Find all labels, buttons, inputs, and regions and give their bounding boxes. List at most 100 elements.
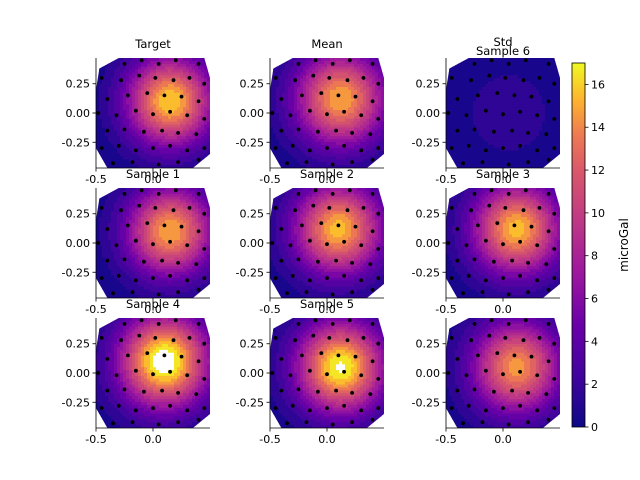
- heat-cell: [330, 69, 334, 73]
- heat-cell: [174, 69, 178, 73]
- heat-cell: [285, 147, 289, 152]
- heat-cell: [488, 66, 492, 70]
- heat-cell: [348, 98, 352, 102]
- heat-cell: [345, 75, 349, 79]
- heat-cell: [186, 130, 190, 134]
- heat-cell: [201, 95, 205, 99]
- heat-cell: [204, 115, 208, 120]
- heat-cell: [479, 84, 483, 88]
- heat-cell: [297, 81, 301, 85]
- heat-cell: [476, 156, 480, 160]
- heat-cell: [369, 127, 373, 131]
- heat-cell: [123, 78, 127, 82]
- heat-cell: [536, 136, 540, 140]
- heat-cell: [144, 159, 148, 163]
- heat-cell: [105, 110, 109, 114]
- heat-cell: [117, 133, 121, 137]
- heat-cell: [102, 190, 106, 195]
- station-point: [446, 111, 451, 115]
- heat-cell: [123, 202, 127, 206]
- station-point: [196, 157, 201, 162]
- heat-cell: [557, 110, 560, 114]
- heat-cell: [99, 214, 103, 218]
- heat-cell: [195, 113, 199, 117]
- heat-cell: [318, 104, 322, 108]
- heat-cell: [174, 136, 178, 140]
- heat-cell: [473, 98, 477, 102]
- heat-cell: [186, 124, 190, 128]
- heat-cell: [132, 188, 136, 192]
- heat-cell: [467, 101, 471, 105]
- heat-cell: [153, 66, 157, 70]
- heat-cell: [300, 75, 304, 79]
- heat-cell: [354, 156, 358, 160]
- heat-cell: [470, 136, 474, 140]
- heat-cell: [530, 133, 534, 137]
- heat-cell: [509, 141, 513, 146]
- heat-cell: [524, 66, 528, 70]
- heat-cell: [201, 136, 205, 140]
- heat-cell: [348, 63, 352, 68]
- heat-cell: [536, 130, 540, 134]
- heat-cell: [452, 162, 456, 166]
- heat-cell: [369, 92, 373, 97]
- heat-cell: [485, 89, 489, 94]
- heat-cell: [132, 193, 136, 198]
- heat-cell: [123, 81, 127, 85]
- heat-cell: [312, 95, 316, 99]
- heat-cell: [132, 63, 136, 68]
- heat-cell: [315, 133, 319, 137]
- heat-cell: [99, 243, 103, 247]
- heat-cell: [171, 58, 175, 62]
- heat-cell: [207, 133, 210, 137]
- heat-cell: [315, 124, 319, 128]
- heat-cell: [183, 130, 187, 134]
- heat-cell: [521, 107, 525, 111]
- heat-cell: [461, 58, 465, 62]
- heat-cell: [363, 150, 367, 154]
- heat-cell: [99, 69, 103, 73]
- heat-cell: [123, 72, 127, 76]
- heat-cell: [551, 133, 555, 137]
- heat-cell: [99, 292, 103, 296]
- heat-cell: [180, 124, 184, 128]
- heat-cell: [201, 84, 205, 88]
- heat-cell: [96, 58, 100, 62]
- heat-cell: [204, 162, 208, 166]
- heat-cell: [354, 118, 358, 123]
- heat-cell: [111, 58, 115, 62]
- heat-cell: [132, 130, 136, 134]
- heat-cell: [378, 147, 382, 152]
- heat-cell: [315, 113, 319, 117]
- heat-cell: [126, 63, 130, 68]
- heat-cell: [117, 295, 121, 298]
- heat-cell: [381, 162, 384, 166]
- heat-cell: [285, 121, 289, 125]
- heat-cell: [539, 115, 543, 120]
- heat-cell: [351, 127, 355, 131]
- heat-cell: [360, 84, 364, 88]
- heat-cell: [123, 118, 127, 123]
- heat-cell: [198, 133, 202, 137]
- station-point: [134, 108, 138, 113]
- heat-cell: [279, 86, 283, 91]
- heat-cell: [363, 69, 367, 73]
- heat-cell: [306, 113, 310, 117]
- heat-cell: [198, 104, 202, 108]
- heat-cell: [192, 127, 196, 131]
- heat-cell: [300, 72, 304, 76]
- heat-cell: [372, 58, 376, 62]
- heat-cell: [177, 60, 181, 65]
- heat-cell: [117, 225, 121, 229]
- heat-cell: [506, 136, 510, 140]
- heat-cell: [105, 92, 109, 97]
- heat-cell: [285, 110, 289, 114]
- station-point: [526, 131, 530, 135]
- heat-cell: [491, 60, 495, 65]
- heat-cell: [285, 118, 289, 123]
- heat-cell: [470, 66, 474, 70]
- heat-cell: [458, 121, 462, 125]
- heat-cell: [300, 133, 304, 137]
- heat-cell: [461, 92, 465, 97]
